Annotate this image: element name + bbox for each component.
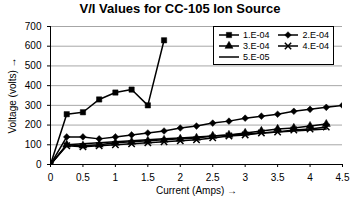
html-text:3.E-04: 3.E-04 xyxy=(242,40,270,51)
svg-text:0.5: 0.5 xyxy=(76,172,90,183)
svg-text:100: 100 xyxy=(25,139,42,150)
svg-text:3.5: 3.5 xyxy=(271,172,285,183)
html-text:1.E-04: 1.E-04 xyxy=(242,29,270,40)
html-text:2.E-04: 2.E-04 xyxy=(302,29,329,40)
svg-text:1.5: 1.5 xyxy=(141,172,155,183)
html-text:V/I Values for CC-105 Ion Sour: V/I Values for CC-105 Ion Source xyxy=(79,1,281,16)
svg-text:0: 0 xyxy=(48,172,54,183)
svg-text:400: 400 xyxy=(25,80,42,91)
svg-text:200: 200 xyxy=(25,119,42,130)
html-text:5.E-05: 5.E-05 xyxy=(242,51,270,62)
svg-text:600: 600 xyxy=(25,40,42,51)
svg-text:2: 2 xyxy=(177,172,183,183)
html-text:4.E-04: 4.E-04 xyxy=(302,40,329,51)
svg-text:300: 300 xyxy=(25,100,42,111)
svg-text:500: 500 xyxy=(25,60,42,71)
svg-text:4.5: 4.5 xyxy=(336,172,350,183)
svg-text:2.5: 2.5 xyxy=(206,172,220,183)
svg-text:0: 0 xyxy=(36,159,42,170)
svg-text:Current (Amps) →: Current (Amps) → xyxy=(156,185,237,196)
svg-text:4: 4 xyxy=(307,172,313,183)
svg-text:700: 700 xyxy=(25,21,42,32)
svg-text:Voltage (volts) →: Voltage (volts) → xyxy=(7,57,18,133)
svg-text:3: 3 xyxy=(242,172,248,183)
svg-text:1: 1 xyxy=(113,172,119,183)
